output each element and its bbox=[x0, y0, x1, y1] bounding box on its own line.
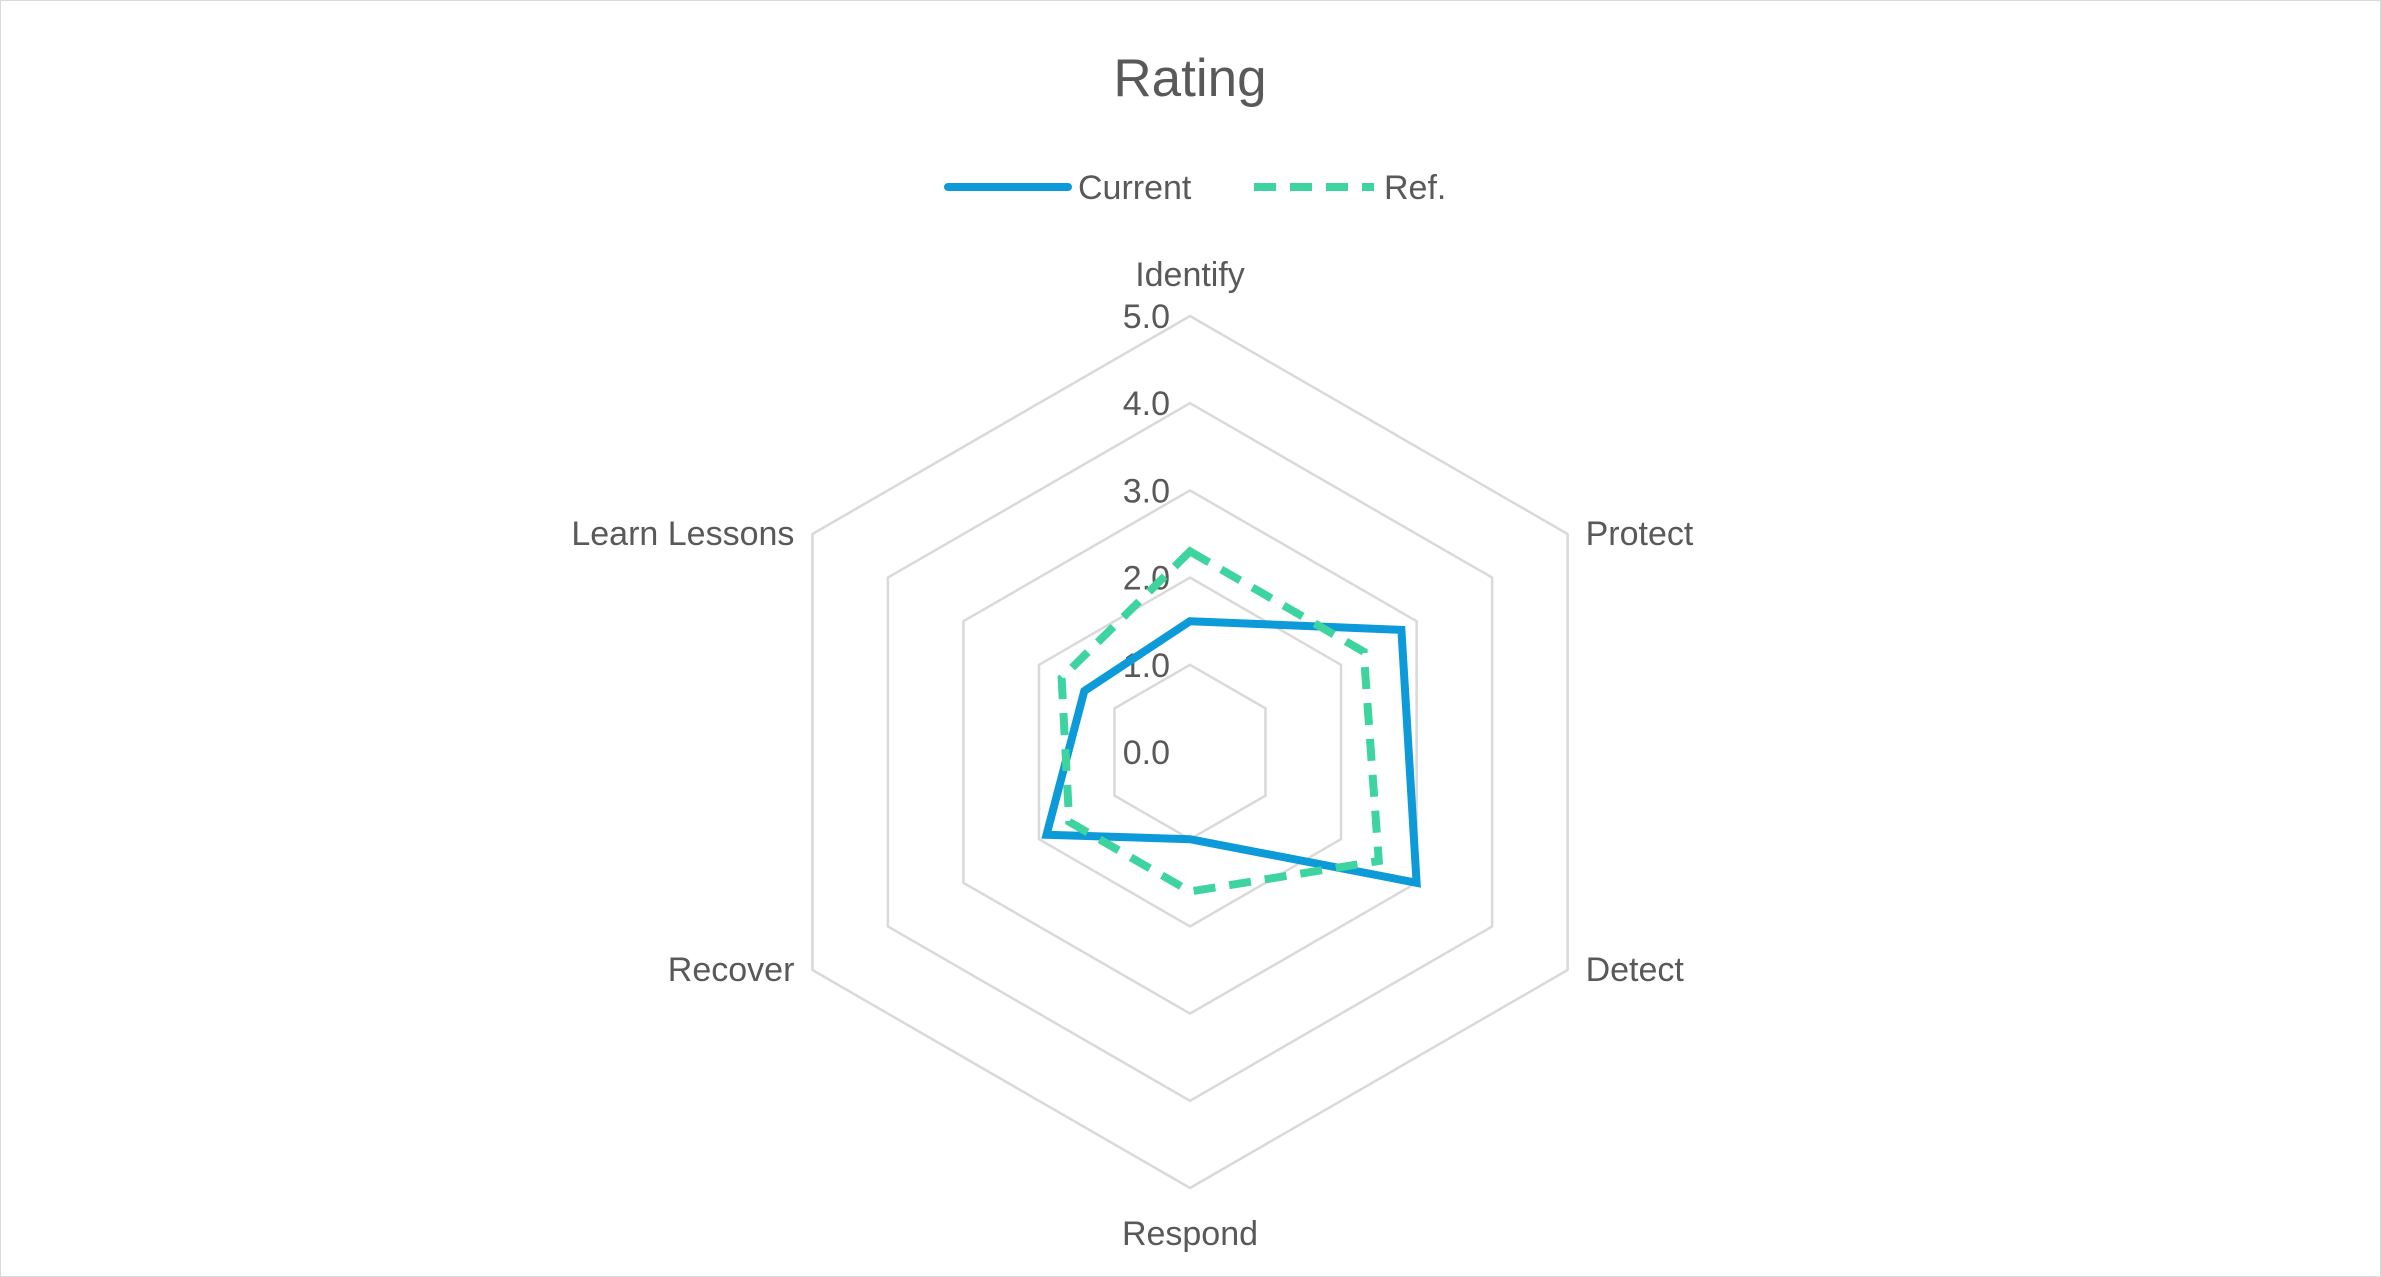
tick-label-3: 3.0 bbox=[1123, 472, 1170, 510]
legend-item-current[interactable]: Current bbox=[944, 169, 1192, 207]
category-label-identify: Identify bbox=[1135, 256, 1245, 294]
chart-title: Rating bbox=[1113, 49, 1266, 108]
legend-label-current: Current bbox=[1078, 169, 1192, 207]
category-label-respond: Respond bbox=[1122, 1215, 1258, 1253]
grid-ring-3 bbox=[962, 488, 1418, 1016]
legend: Current Ref. bbox=[944, 169, 1446, 207]
tick-label-4: 4.0 bbox=[1123, 385, 1170, 423]
category-label-recover: Recover bbox=[668, 951, 795, 989]
grid-ring-4 bbox=[886, 401, 1494, 1103]
radar-grid bbox=[811, 314, 1569, 1190]
tick-label-0: 0.0 bbox=[1123, 734, 1170, 772]
legend-item-ref[interactable]: Ref. bbox=[1254, 169, 1446, 207]
legend-label-ref: Ref. bbox=[1384, 169, 1446, 207]
series-lines bbox=[1041, 546, 1421, 896]
category-labels: Identify Protect Detect Respond Recover Learn… bbox=[571, 256, 1694, 1253]
category-label-learn-lessons: Learn Lessons bbox=[571, 515, 794, 553]
tick-label-5: 5.0 bbox=[1123, 298, 1170, 336]
category-label-detect: Detect bbox=[1586, 951, 1685, 989]
series-line-ref bbox=[1057, 546, 1384, 896]
radial-tick-labels: 0.01.02.03.04.05.0 bbox=[1123, 298, 1170, 772]
grid-ring-5 bbox=[811, 314, 1569, 1190]
grid-ring-2 bbox=[1037, 576, 1343, 928]
category-label-protect: Protect bbox=[1586, 515, 1694, 553]
